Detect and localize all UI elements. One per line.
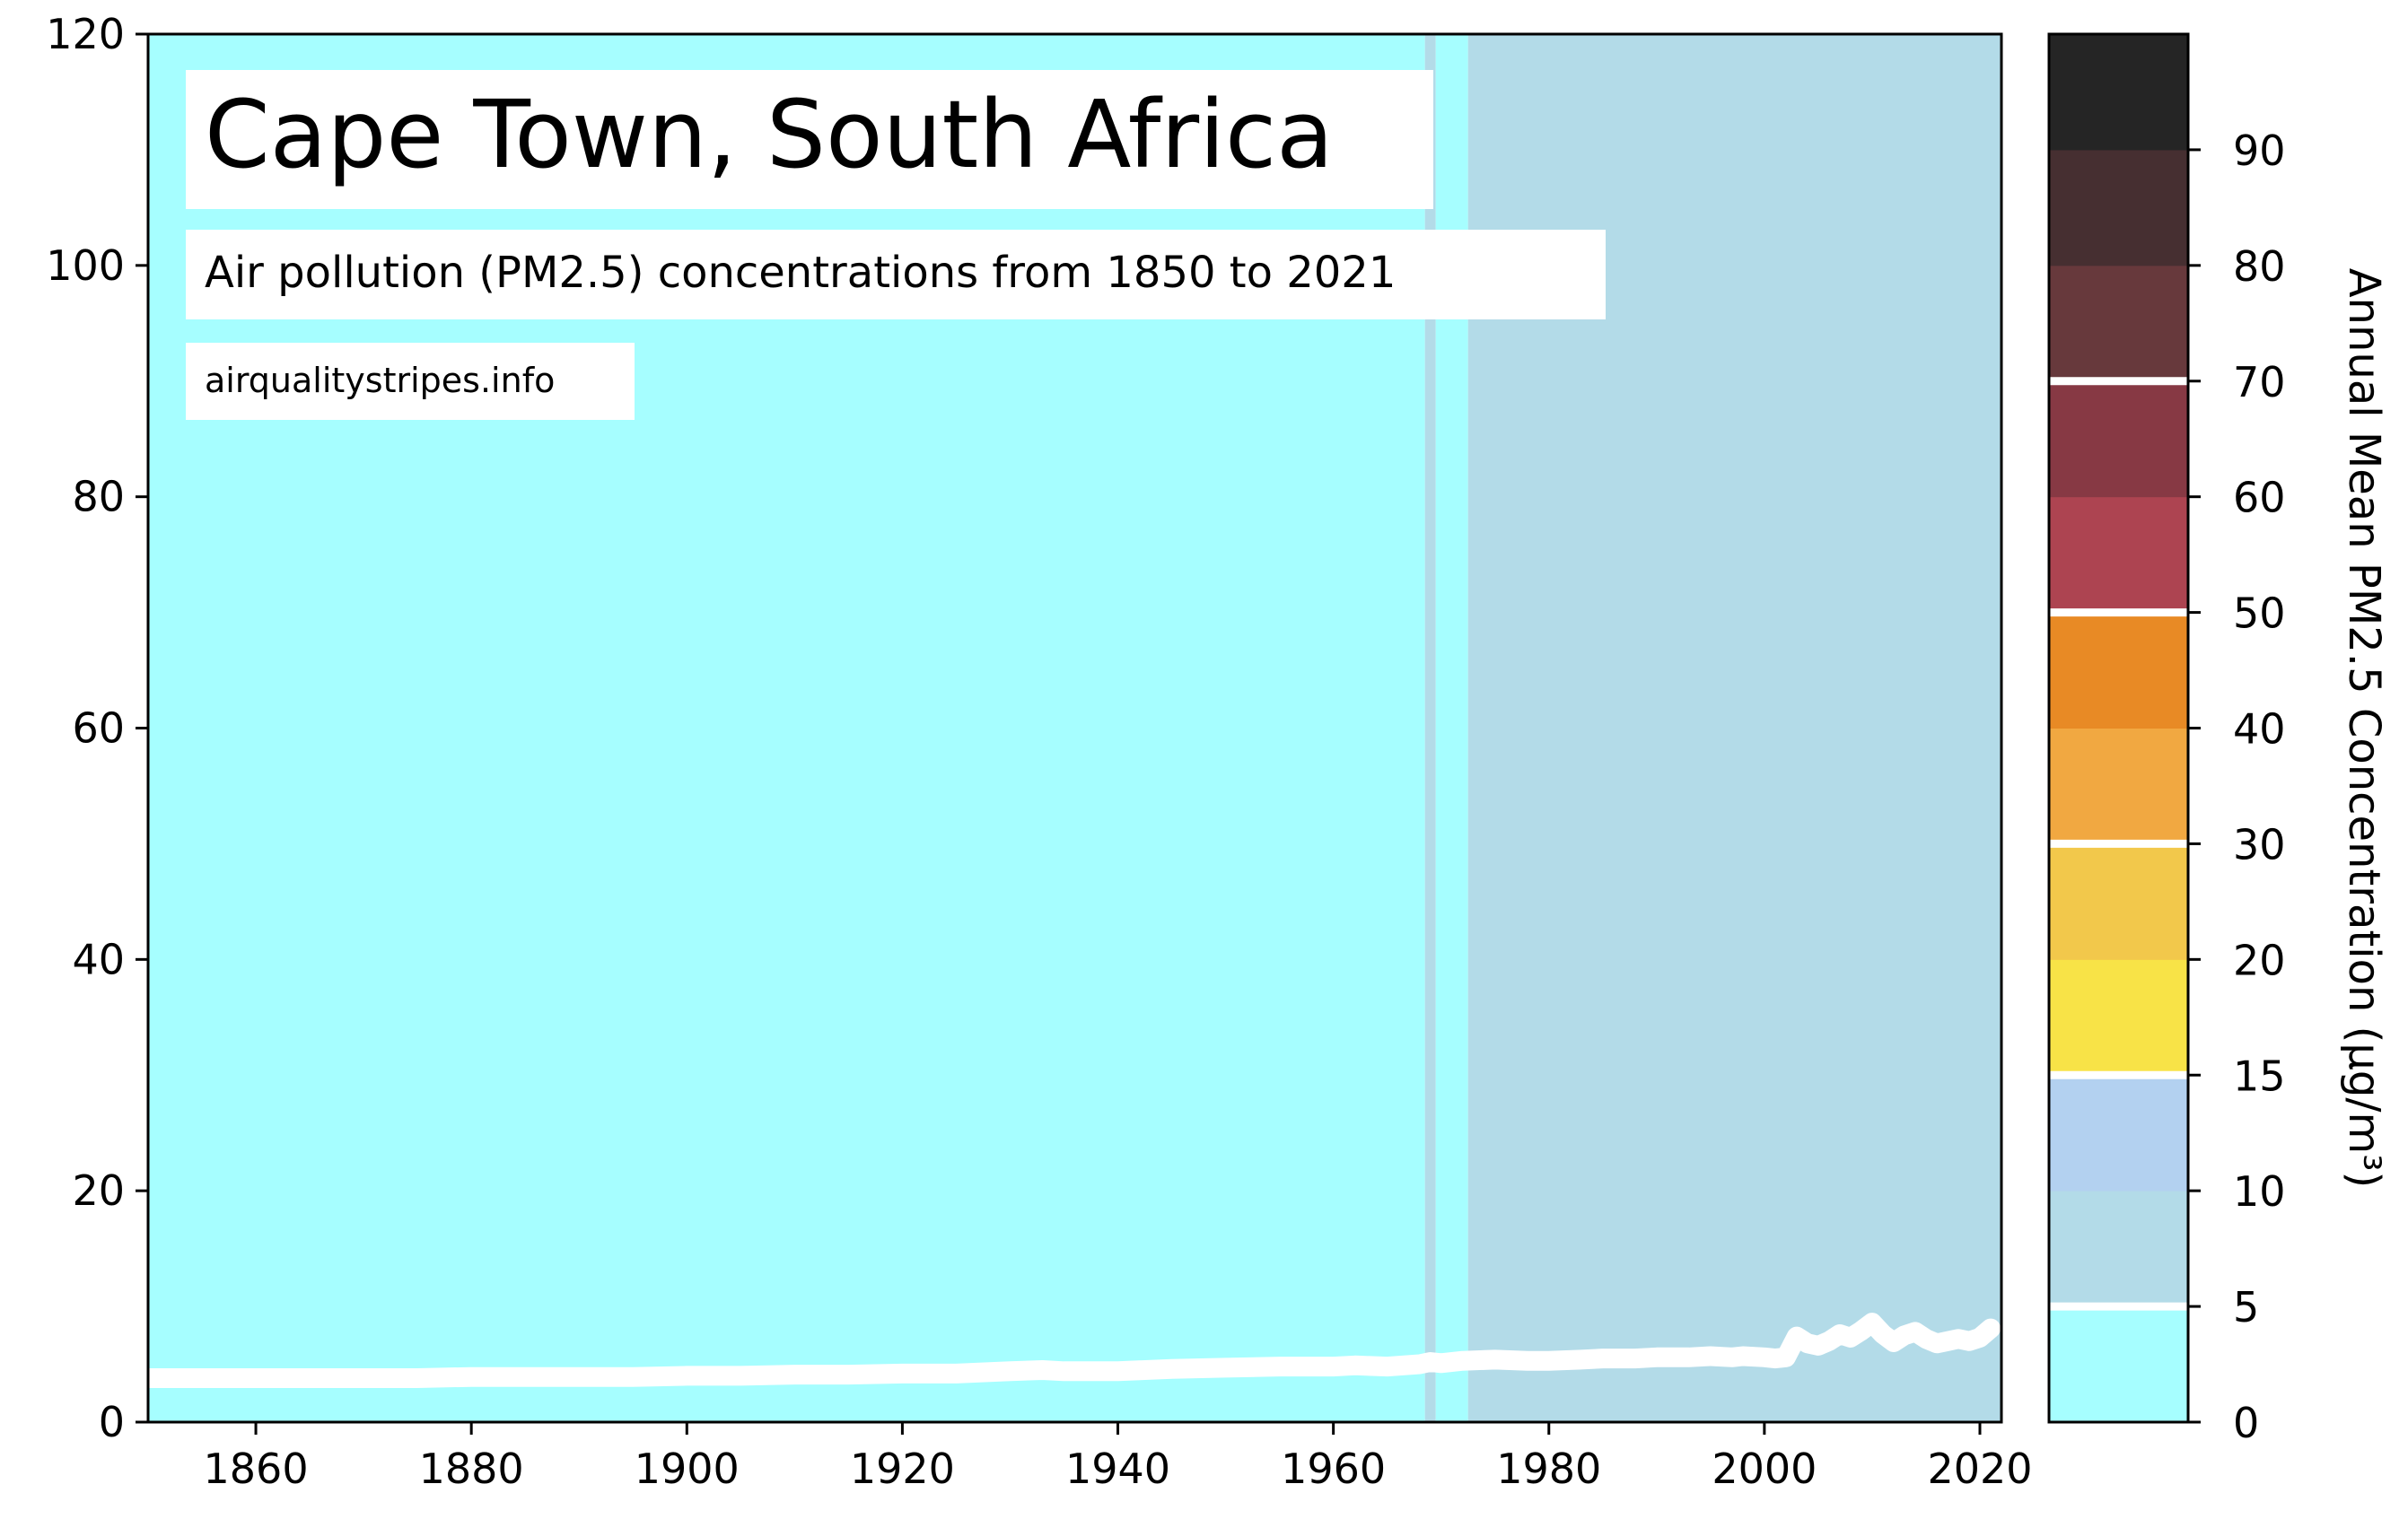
stripe-1 [1424,34,1436,1422]
colorbar-tick-label: 20 [2233,936,2286,984]
colorbar-band-30 [2049,728,2188,844]
x-tick-label: 1860 [204,1445,309,1493]
colorbar-tick-label: 80 [2233,242,2286,291]
x-tick-label: 1880 [419,1445,524,1493]
y-tick-label: 100 [46,241,125,290]
colorbar-tick-label: 5 [2233,1283,2259,1331]
x-tick-label: 2000 [1712,1445,1817,1493]
subtitle-box: Air pollution (PM2.5) concentrations fro… [186,230,1606,319]
colorbar [2049,34,2188,1423]
x-tick-label: 1920 [850,1445,955,1493]
title-box: Cape Town, South Africa [186,70,1433,209]
colorbar-ticks: 0 5 10 15 20 30 40 50 60 70 80 90 [2188,127,2286,1447]
subtitle-background [186,230,1606,319]
colorbar-band-10 [2049,1075,2188,1192]
colorbar-band-5 [2049,1191,2188,1307]
y-tick-label: 120 [46,10,125,58]
colorbar-band-40 [2049,612,2188,729]
colorbar-band-15 [2049,959,2188,1076]
y-tick-label: 20 [72,1166,125,1215]
colorbar-tick-label: 15 [2233,1052,2286,1100]
colorbar-band-70 [2049,265,2188,382]
colorbar-band-50 [2049,496,2188,614]
colorbar-tick-label: 0 [2233,1399,2259,1447]
colorbar-band-20 [2049,843,2188,960]
colorbar-tick-label: 40 [2233,705,2286,754]
y-tick-label: 40 [72,935,125,983]
y-tick-label: 80 [72,473,125,521]
x-axis-ticks: 1860 1880 1900 1920 1940 1960 1980 2000 2020 [204,1422,2033,1493]
x-tick-label: 1960 [1281,1445,1386,1493]
colorbar-band-0 [2049,1306,2188,1423]
colorbar-tick-label: 60 [2233,474,2286,522]
title-background [186,70,1433,209]
colorbar-label: Annual Mean PM2.5 Concentration (µg/m³) [2339,268,2389,1189]
x-tick-label: 1980 [1496,1445,1601,1493]
y-tick-label: 60 [72,704,125,753]
source-box: airqualitystripes.info [186,343,635,420]
chart-title: Cape Town, South Africa [205,80,1334,189]
colorbar-band-60 [2049,380,2188,498]
colorbar-threshold-lines [2049,377,2188,1311]
x-tick-label: 2020 [1927,1445,2032,1493]
colorbar-tick-label: 90 [2233,127,2286,175]
colorbar-tick-label: 30 [2233,820,2286,869]
colorbar-band-80 [2049,149,2188,266]
source-background [186,343,635,420]
x-tick-label: 1940 [1065,1445,1170,1493]
x-tick-label: 1900 [635,1445,740,1493]
colorbar-tick-label: 10 [2233,1167,2286,1216]
source-label: airqualitystripes.info [205,361,555,400]
y-axis-ticks: 0 20 40 60 80 100 120 [46,10,148,1446]
y-tick-label: 0 [99,1398,125,1446]
colorbar-tick-label: 50 [2233,589,2286,638]
colorbar-tick-label: 70 [2233,358,2286,406]
colorbar-band-90 [2049,34,2188,151]
chart-subtitle: Air pollution (PM2.5) concentrations fro… [205,248,1396,298]
pm25-series-line [138,1313,2001,1388]
